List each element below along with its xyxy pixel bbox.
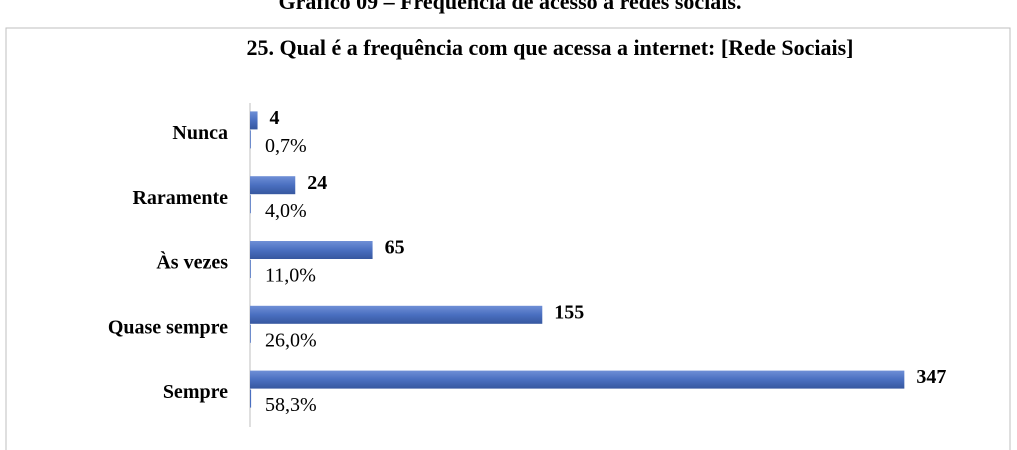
- bar: [250, 305, 543, 324]
- bar: [250, 260, 251, 278]
- caption: Gráfico 09 – Frequência de acesso a rede…: [279, 0, 742, 14]
- value-label: 58,3%: [265, 394, 317, 416]
- bar: [250, 111, 258, 130]
- y-tick-label: Nunca: [172, 122, 228, 144]
- value-label: 65: [385, 237, 405, 259]
- chart-border: [5, 27, 1011, 450]
- value-label: 347: [916, 366, 946, 388]
- value-label: 11,0%: [265, 265, 316, 287]
- y-tick-label: Às vezes: [156, 251, 228, 274]
- value-label: 4: [270, 107, 280, 129]
- bar: [250, 241, 373, 259]
- bar: [250, 130, 251, 149]
- y-tick-label: Raramente: [132, 187, 228, 209]
- value-label: 4,0%: [265, 200, 307, 222]
- chart-title: 25. Qual é a frequência com que acessa a…: [247, 35, 854, 60]
- value-label: 26,0%: [265, 329, 317, 351]
- value-label: 155: [554, 301, 584, 323]
- value-label: 24: [307, 172, 327, 194]
- y-tick-label: Quase sempre: [108, 316, 228, 338]
- bar: [250, 324, 251, 343]
- bar: [250, 176, 296, 195]
- bar: [250, 370, 905, 389]
- y-tick-label: Sempre: [163, 381, 228, 403]
- bar: [250, 389, 252, 408]
- bar: [250, 195, 251, 214]
- value-label: 0,7%: [265, 135, 307, 157]
